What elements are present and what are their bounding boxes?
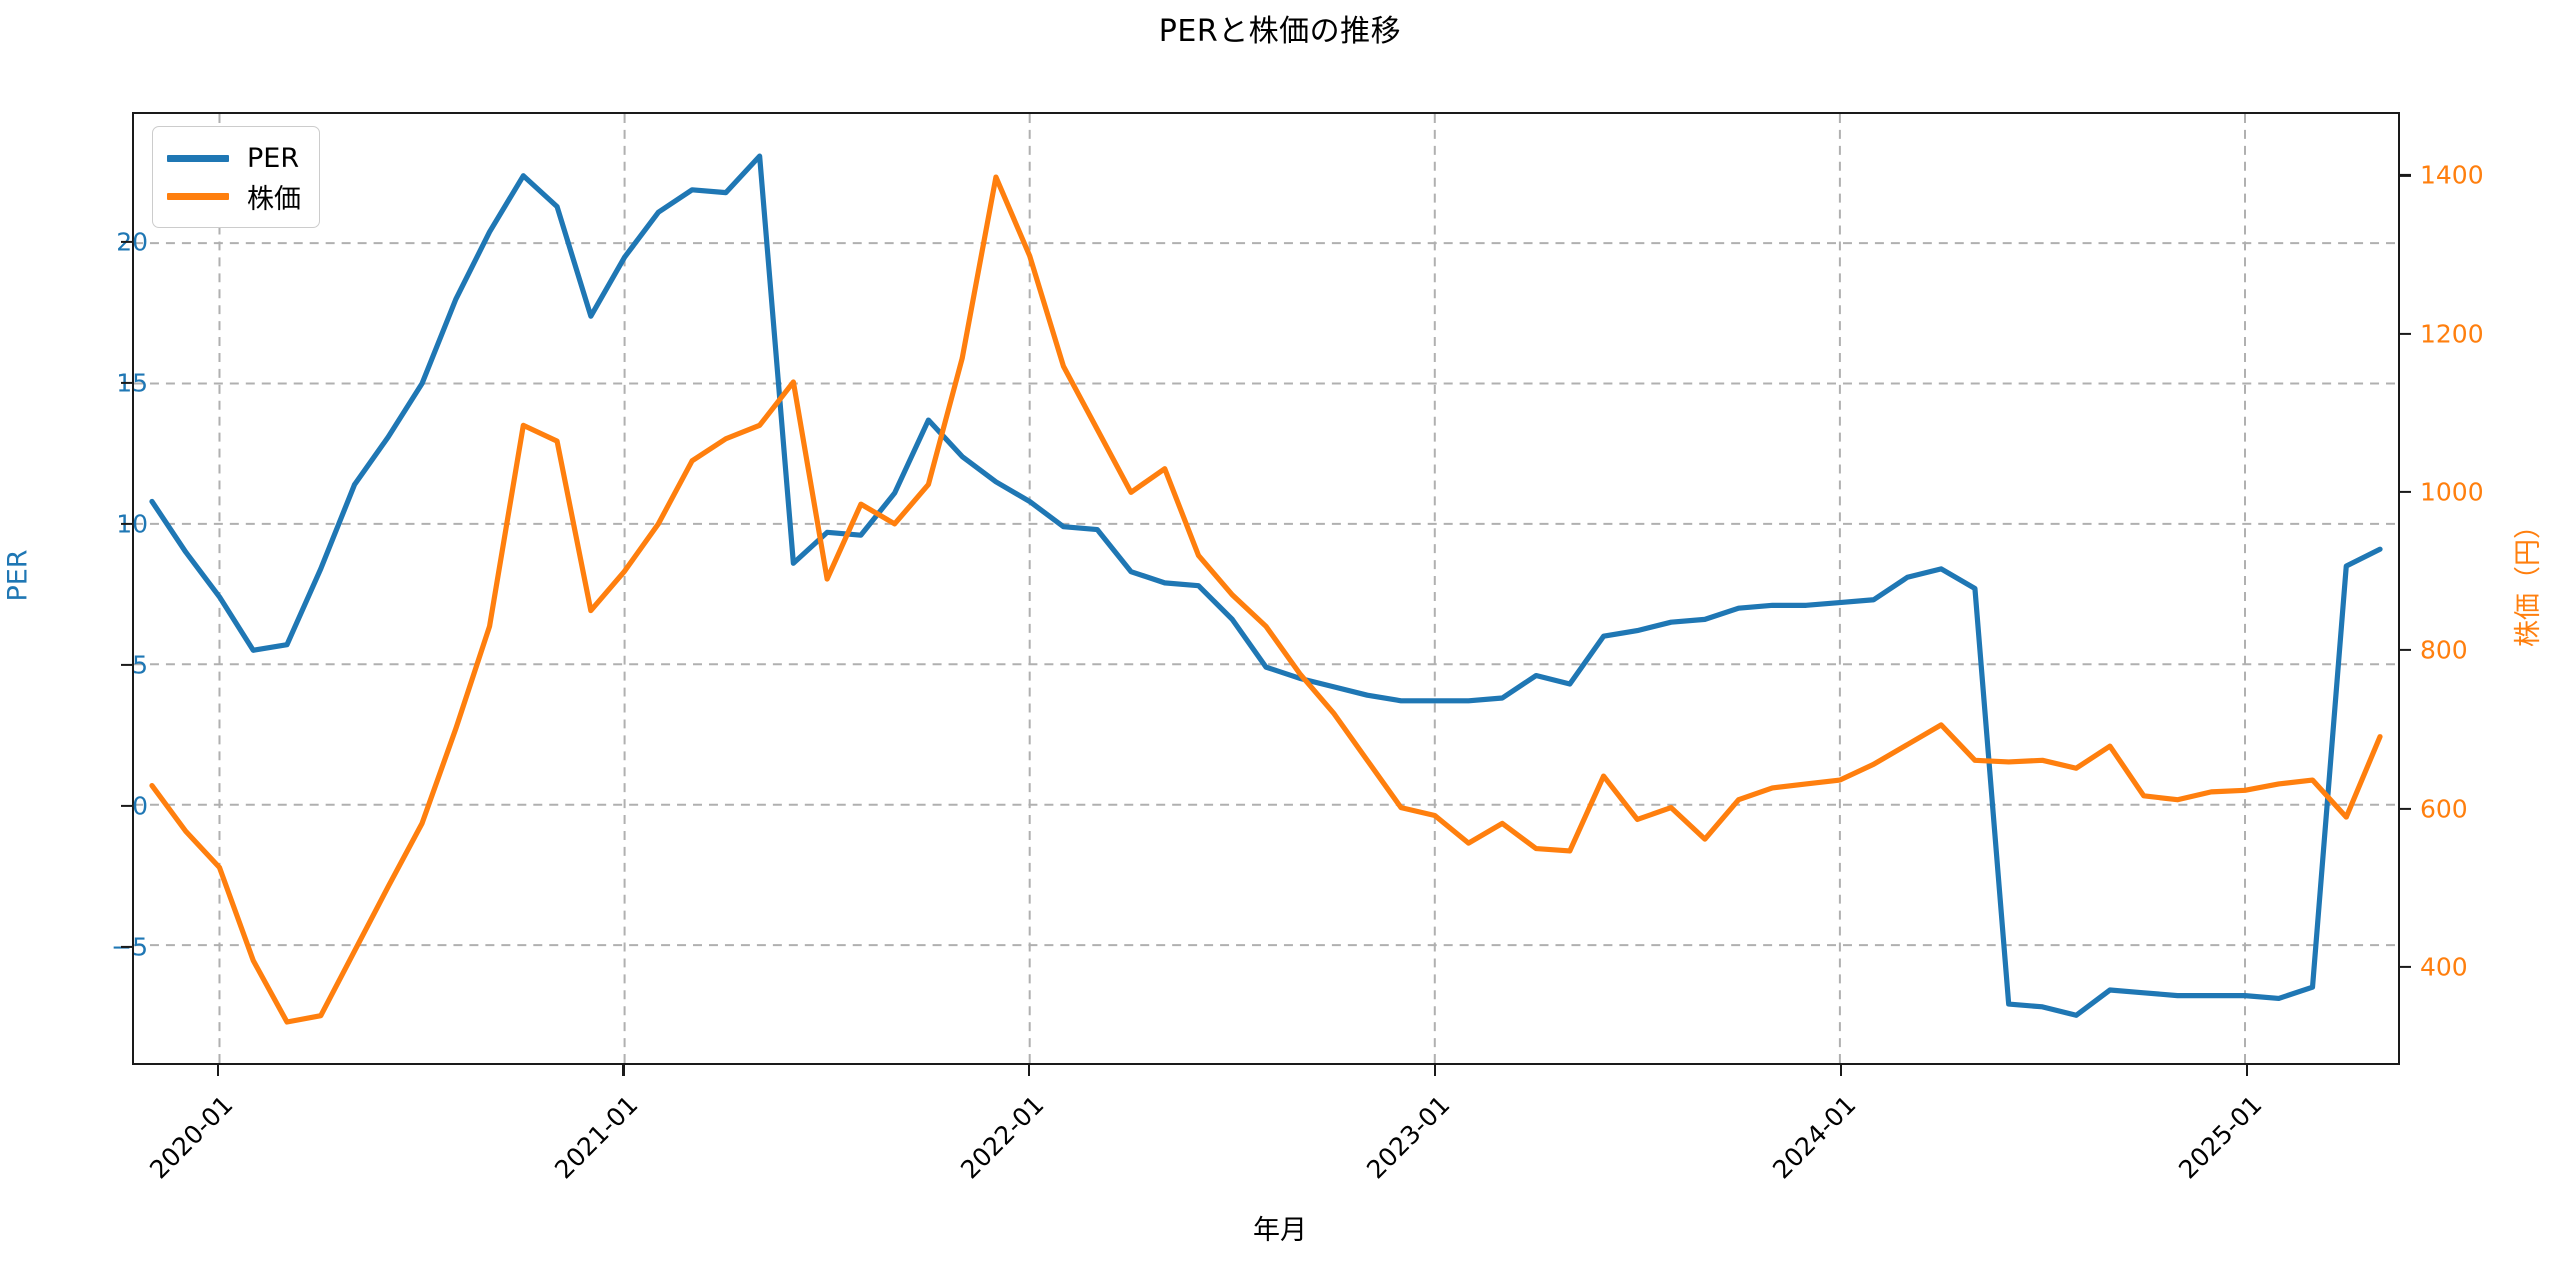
left-axis-tick-mark <box>121 381 132 384</box>
x-axis-tick-mark <box>1434 1065 1437 1076</box>
x-axis-tick-label: 2024-01 <box>1767 1090 1862 1185</box>
legend-swatch-price <box>167 192 229 200</box>
right-axis-tick-label: 1000 <box>2420 477 2484 507</box>
left-axis-tick-mark <box>121 663 132 666</box>
series-line-per <box>149 153 2383 1018</box>
x-axis-tick-mark <box>1028 1065 1031 1076</box>
x-axis-tick-label: 2022-01 <box>955 1090 1050 1185</box>
x-axis-tick-mark <box>1839 1065 1843 1076</box>
left-axis-tick-mark <box>121 945 132 948</box>
left-axis-tick-label: 0 <box>132 791 148 821</box>
legend-item-price[interactable]: 株価 <box>167 177 301 215</box>
left-axis-tick-mark <box>121 804 132 807</box>
legend-label-price: 株価 <box>247 183 301 215</box>
right-axis-tick-mark <box>2400 490 2411 494</box>
legend-swatch-per <box>167 154 229 162</box>
chart-title: PERと株価の推移 <box>1158 14 1402 49</box>
x-axis-tick-mark <box>216 1065 219 1076</box>
x-axis-tick-mark <box>2245 1065 2248 1076</box>
left-axis-tick-mark <box>121 240 132 243</box>
right-axis-tick-label: 1200 <box>2420 319 2484 349</box>
right-axis-tick-label: 1400 <box>2420 160 2484 190</box>
x-axis-tick-label: 2021-01 <box>549 1090 644 1185</box>
right-axis-tick-mark <box>2400 332 2411 335</box>
series-line-price <box>149 174 2383 1025</box>
x-axis-tick-mark <box>622 1065 625 1076</box>
right-axis-tick-mark <box>2400 649 2411 652</box>
x-axis-tick-label: 2025-01 <box>2172 1090 2268 1185</box>
right-axis-tick-mark <box>2400 174 2411 177</box>
right-axis-tick-label: 800 <box>2420 635 2468 665</box>
left-axis-tick-mark <box>121 522 132 525</box>
right-axis-tick-mark <box>2400 807 2411 810</box>
x-axis-tick-label: 2020-01 <box>143 1090 239 1185</box>
legend-label-per: PER <box>247 142 300 174</box>
right-axis-tick-mark <box>2400 965 2411 968</box>
legend-item-per[interactable]: PER <box>167 139 301 177</box>
left-axis-tick-label: 5 <box>132 650 148 680</box>
chart-legend: PER 株価 <box>152 126 320 228</box>
x-axis-label: 年月 <box>1253 1215 1307 1246</box>
left-axis-label: PER <box>2 549 34 602</box>
data-layer <box>149 153 2383 1025</box>
plot-area <box>132 112 2400 1065</box>
right-axis-tick-label: 600 <box>2420 794 2468 824</box>
right-axis-label: 株価（円） <box>2513 512 2544 647</box>
x-axis-tick-label: 2023-01 <box>1361 1090 1456 1185</box>
grid-layer <box>134 114 2398 1063</box>
right-axis-tick-label: 400 <box>2420 952 2468 982</box>
